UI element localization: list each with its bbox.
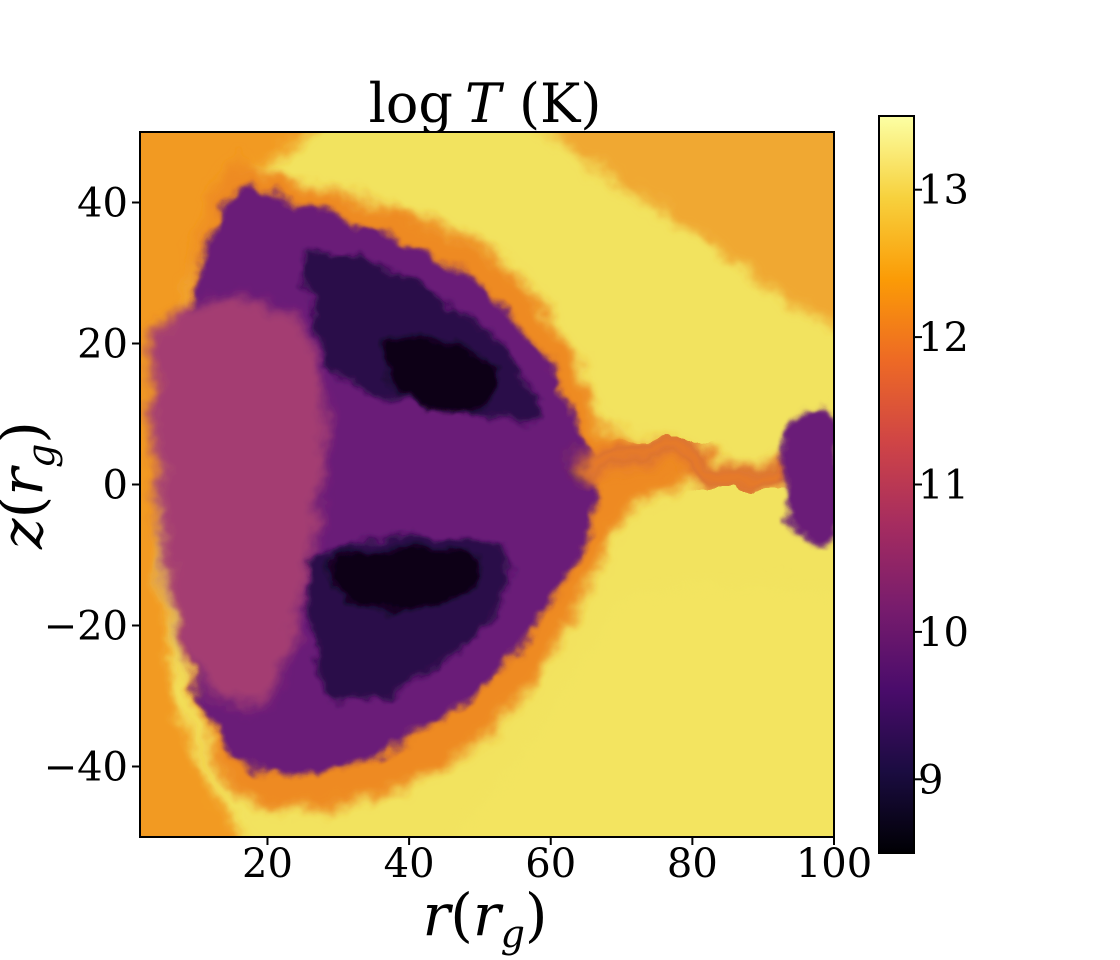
colorbar-tick-label-9: 9 [918, 757, 943, 803]
field-outer-blob [782, 405, 834, 544]
ylabel-var: z [0, 518, 56, 550]
field-upper-warm [545, 132, 834, 324]
field-inner-warm [150, 298, 326, 708]
y-tick-label--40: −40 [44, 745, 128, 791]
field-left-wall [140, 132, 308, 837]
colorbar-tick-label-10: 10 [918, 610, 969, 656]
x-tick-label-20: 20 [242, 841, 293, 887]
chart-title: log T (K) [369, 72, 602, 135]
colorbar-tick-label-12: 12 [918, 315, 969, 361]
ylabel-open: ( [0, 496, 56, 519]
xlabel-var: r [422, 881, 453, 949]
title-unit: (K) [519, 72, 601, 135]
x-tick-label-80: 80 [667, 841, 718, 887]
x-tick-label-100: 100 [796, 841, 872, 887]
heatmap-field [140, 132, 834, 837]
y-tick-label-20: 20 [77, 322, 128, 368]
xlabel-open: ( [450, 881, 473, 949]
title-fn: log [369, 72, 453, 135]
field-coldest-lower [330, 548, 480, 611]
colorbar-ticks: 9 10 11 12 13 [914, 168, 969, 803]
y-tick-label--20: −20 [44, 604, 128, 650]
xlabel-sub-base: r [473, 881, 504, 949]
x-axis: 20 40 60 80 100 [242, 837, 872, 887]
title-var: T [465, 72, 505, 135]
y-axis-label: z(rg) [0, 421, 63, 550]
ylabel-sub-base: r [0, 465, 56, 496]
field-stream-glow [575, 430, 794, 496]
y-tick-label-40: 40 [77, 181, 128, 227]
ylabel-sub: g [19, 444, 63, 468]
x-tick-label-60: 60 [525, 841, 576, 887]
ylabel-close: ) [0, 421, 56, 444]
y-axis: 40 20 0 −20 −40 [44, 181, 140, 791]
xlabel-close: ) [525, 881, 548, 949]
x-tick-label-40: 40 [384, 841, 435, 887]
colorbar-tick-label-13: 13 [918, 168, 969, 214]
x-axis-label: r(rg) [422, 881, 547, 956]
colorbar-tick-label-11: 11 [918, 463, 969, 509]
field-lower-hot [454, 585, 834, 837]
xlabel-sub: g [501, 912, 525, 956]
y-tick-label-0: 0 [103, 463, 128, 509]
colorbar [878, 115, 915, 854]
field-coldest-upper [386, 336, 501, 412]
